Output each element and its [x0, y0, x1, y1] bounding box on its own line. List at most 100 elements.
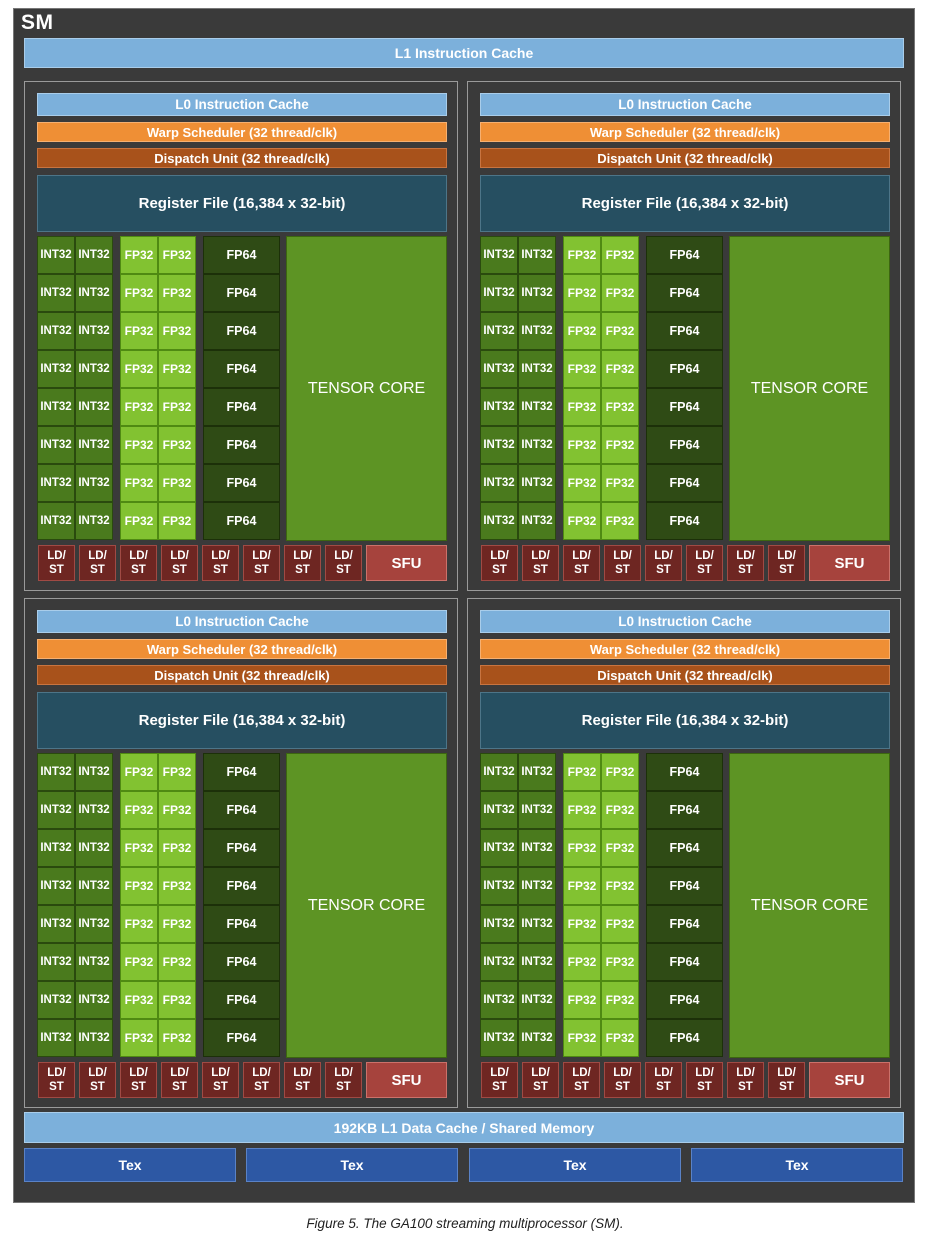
fp32-core: FP32 — [563, 829, 601, 867]
warp-scheduler: Warp Scheduler (32 thread/clk) — [37, 639, 447, 659]
fp64-core: FP64 — [646, 464, 723, 502]
ld-st-label-line2: ST — [49, 564, 64, 576]
int32-core: INT32 — [518, 236, 556, 274]
fp32-core: FP32 — [563, 236, 601, 274]
int32-core: INT32 — [37, 312, 75, 350]
sm-block: SM L1 Instruction Cache L0 Instruction C… — [13, 8, 915, 1203]
int32-core: INT32 — [75, 1019, 113, 1057]
fp32-core: FP32 — [601, 1019, 639, 1057]
fp64-core: FP64 — [203, 426, 280, 464]
processing-block: L0 Instruction Cache Warp Scheduler (32 t… — [467, 81, 901, 591]
ld-st-unit: LD/ST — [120, 1062, 157, 1098]
ld-st-label-line1: LD/ — [252, 550, 271, 562]
fp64-core: FP64 — [646, 943, 723, 981]
fp64-core: FP64 — [646, 1019, 723, 1057]
fp64-core: FP64 — [646, 502, 723, 540]
register-file: Register File (16,384 x 32-bit) — [37, 692, 447, 749]
ld-st-unit: LD/ST — [79, 1062, 116, 1098]
fp32-core: FP32 — [120, 1019, 158, 1057]
int32-core: INT32 — [37, 943, 75, 981]
ld-st-unit: LD/ST — [38, 1062, 75, 1098]
int32-core: INT32 — [37, 388, 75, 426]
int32-core: INT32 — [37, 753, 75, 791]
fp64-core: FP64 — [646, 312, 723, 350]
fp32-core: FP32 — [601, 867, 639, 905]
int32-core: INT32 — [518, 905, 556, 943]
int32-core: INT32 — [480, 236, 518, 274]
int32-core: INT32 — [75, 502, 113, 540]
ld-st-unit: LD/ST — [645, 1062, 682, 1098]
fp32-core: FP32 — [563, 981, 601, 1019]
fp32-core: FP32 — [563, 905, 601, 943]
fp32-core: FP32 — [563, 502, 601, 540]
l1-instruction-cache: L1 Instruction Cache — [24, 38, 904, 68]
fp64-core: FP64 — [203, 829, 280, 867]
int32-core: INT32 — [37, 791, 75, 829]
ld-st-unit: LD/ST — [161, 1062, 198, 1098]
int32-core: INT32 — [518, 981, 556, 1019]
ld-st-label-line1: LD/ — [777, 1067, 796, 1079]
ld-st-label-line2: ST — [697, 564, 712, 576]
int32-core: INT32 — [480, 312, 518, 350]
int32-core: INT32 — [75, 312, 113, 350]
fp64-core: FP64 — [203, 502, 280, 540]
int32-core: INT32 — [480, 829, 518, 867]
fp32-core: FP32 — [158, 1019, 196, 1057]
ld-st-unit: LD/ST — [604, 1062, 641, 1098]
ld-st-label-line2: ST — [49, 1081, 64, 1093]
fp32-core: FP32 — [120, 753, 158, 791]
fp32-core: FP32 — [601, 388, 639, 426]
ld-st-label-line2: ST — [779, 564, 794, 576]
fp32-core: FP32 — [120, 502, 158, 540]
ld-st-label-line2: ST — [336, 564, 351, 576]
int32-core: INT32 — [518, 829, 556, 867]
tex-unit: Tex — [469, 1148, 681, 1182]
int32-core: INT32 — [37, 350, 75, 388]
fp64-core: FP64 — [646, 867, 723, 905]
fp64-core: FP64 — [646, 350, 723, 388]
ld-st-label-line1: LD/ — [252, 1067, 271, 1079]
fp32-core: FP32 — [158, 791, 196, 829]
ld-st-label-line1: LD/ — [334, 550, 353, 562]
fp32-core: FP32 — [601, 274, 639, 312]
ld-st-label-line2: ST — [533, 564, 548, 576]
int32-core: INT32 — [480, 1019, 518, 1057]
fp64-core: FP64 — [646, 905, 723, 943]
ld-st-unit: LD/ST — [563, 1062, 600, 1098]
int32-core: INT32 — [75, 274, 113, 312]
ld-st-unit: LD/ST — [325, 545, 362, 581]
fp32-core: FP32 — [563, 943, 601, 981]
fp32-core: FP32 — [120, 791, 158, 829]
processing-block: L0 Instruction Cache Warp Scheduler (32 t… — [467, 598, 901, 1108]
fp32-core: FP32 — [158, 753, 196, 791]
fp64-core: FP64 — [646, 829, 723, 867]
int32-core: INT32 — [480, 753, 518, 791]
int32-core: INT32 — [518, 464, 556, 502]
ld-st-unit: LD/ST — [202, 1062, 239, 1098]
ld-st-label-line2: ST — [131, 564, 146, 576]
ld-st-label-line2: ST — [295, 1081, 310, 1093]
ld-st-unit: LD/ST — [284, 1062, 321, 1098]
ld-st-unit: LD/ST — [522, 1062, 559, 1098]
l0-instruction-cache: L0 Instruction Cache — [37, 93, 447, 116]
ld-st-label-line2: ST — [697, 1081, 712, 1093]
ld-st-label-line2: ST — [90, 564, 105, 576]
ld-st-label-line2: ST — [295, 564, 310, 576]
ld-st-label-line2: ST — [213, 564, 228, 576]
fp32-core: FP32 — [601, 350, 639, 388]
fp64-core: FP64 — [646, 236, 723, 274]
int32-core: INT32 — [518, 1019, 556, 1057]
ld-st-label-line1: LD/ — [88, 550, 107, 562]
dispatch-unit: Dispatch Unit (32 thread/clk) — [480, 665, 890, 685]
ld-st-label-line1: LD/ — [654, 550, 673, 562]
fp32-core: FP32 — [120, 905, 158, 943]
int32-core: INT32 — [37, 905, 75, 943]
ld-st-label-line2: ST — [656, 1081, 671, 1093]
fp64-core: FP64 — [203, 274, 280, 312]
fp64-core: FP64 — [646, 426, 723, 464]
ld-st-label-line2: ST — [254, 564, 269, 576]
register-file: Register File (16,384 x 32-bit) — [480, 692, 890, 749]
register-file: Register File (16,384 x 32-bit) — [480, 175, 890, 232]
ld-st-label-line1: LD/ — [88, 1067, 107, 1079]
fp32-core: FP32 — [158, 388, 196, 426]
